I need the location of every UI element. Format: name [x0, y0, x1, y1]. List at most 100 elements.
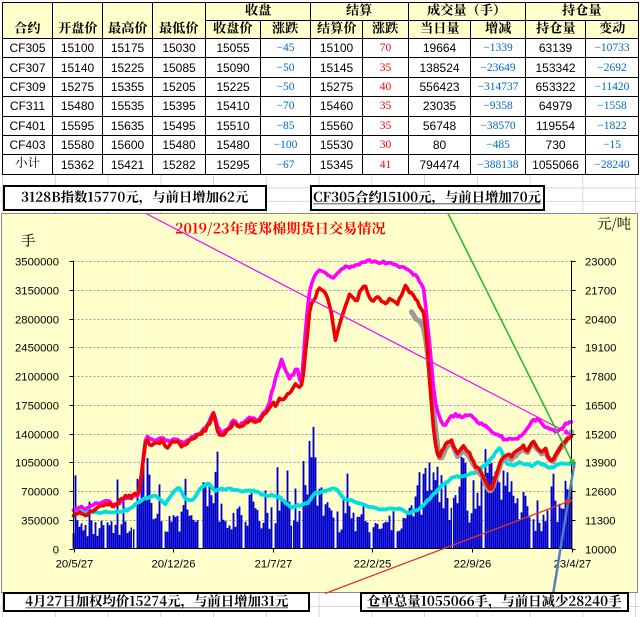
header-close-group[interactable] [204, 2, 312, 21]
cell-close-change[interactable]: −50 [259, 57, 312, 78]
cell-oi-change[interactable]: −1822 [585, 115, 640, 136]
index-info-box[interactable] [3, 185, 267, 211]
header-close-price[interactable] [205, 20, 261, 39]
cell-volume[interactable]: 138524 [408, 57, 472, 78]
cell-settle-change[interactable]: 35 [362, 57, 410, 78]
cell-settle-change[interactable]: 35 [362, 115, 410, 136]
cell-close-change[interactable]: −45 [259, 37, 312, 59]
cell-volume[interactable]: 56748 [408, 115, 472, 136]
cell-low[interactable]: 15030 [152, 37, 206, 59]
cell-volume-change[interactable]: −1339 [470, 37, 527, 59]
cell-settle[interactable]: 15530 [310, 134, 364, 156]
header-oi-group[interactable] [525, 2, 640, 21]
header-contract[interactable] [2, 2, 53, 39]
cell-settle[interactable]: 15460 [310, 96, 364, 117]
header-high[interactable] [102, 2, 153, 39]
cell-high[interactable]: 15355 [102, 76, 153, 98]
cell-high[interactable]: 15535 [102, 96, 153, 117]
header-settle-group[interactable] [310, 2, 410, 21]
cell-oi[interactable]: 63139 [525, 37, 587, 59]
cell-high[interactable]: 15635 [102, 115, 153, 136]
cf305-info-box[interactable] [310, 185, 545, 211]
cell-settle-change[interactable]: 35 [362, 96, 410, 117]
cell-volume[interactable]: 23035 [408, 96, 472, 117]
cell-open[interactable]: 15480 [52, 96, 103, 117]
cell-close-change[interactable]: −70 [259, 96, 312, 117]
header-volume-group[interactable] [408, 2, 527, 21]
cell-open[interactable]: 15275 [52, 76, 103, 98]
cell-settle-change[interactable]: 41 [362, 154, 410, 175]
chart-canvas[interactable]: 0 10000 350000 11300 700000 12600 1050000 13900… [1, 212, 638, 595]
cell-settle[interactable]: 15100 [310, 37, 364, 59]
cell-settle[interactable]: 15345 [310, 154, 364, 175]
cell-low[interactable]: 15395 [152, 96, 206, 117]
cell-volume[interactable]: 794474 [408, 154, 472, 175]
cell-close[interactable]: 15480 [205, 134, 261, 156]
cell-low[interactable]: 15282 [152, 154, 206, 175]
header-low[interactable] [152, 2, 206, 39]
cell-settle-change[interactable]: 40 [362, 76, 410, 98]
weighted-price-info-box[interactable] [3, 592, 310, 612]
cell-settle-change[interactable]: 30 [362, 134, 410, 156]
cell-close-change[interactable]: −50 [259, 76, 312, 98]
header-open[interactable] [52, 2, 103, 39]
cell-close[interactable]: 15295 [205, 154, 261, 175]
header-close-change[interactable] [259, 20, 312, 39]
cell-contract[interactable]: CF309 [2, 76, 53, 98]
header-oi-change[interactable] [585, 20, 640, 39]
header-oi[interactable] [525, 20, 587, 39]
cell-volume-change[interactable]: −314737 [470, 76, 527, 98]
cell-low[interactable]: 15085 [152, 57, 206, 78]
cell-contract[interactable]: CF401 [2, 115, 53, 136]
cell-close[interactable]: 15055 [205, 37, 261, 59]
cell-oi-change[interactable]: −11420 [585, 76, 640, 98]
cell-settle[interactable]: 15560 [310, 115, 364, 136]
cell-settle[interactable]: 15275 [310, 76, 364, 98]
cell-open[interactable]: 15100 [52, 37, 103, 59]
cell-contract[interactable]: CF307 [2, 57, 53, 78]
cell-volume-change[interactable]: −23649 [470, 57, 527, 78]
cell-high[interactable]: 15225 [102, 57, 153, 78]
cell-oi[interactable]: 119554 [525, 115, 587, 136]
cell-oi-change[interactable]: −28240 [585, 154, 640, 175]
cell-oi-change[interactable]: −10733 [585, 37, 640, 59]
cell-open[interactable]: 15362 [52, 154, 103, 175]
cell-open[interactable]: 15580 [52, 134, 103, 156]
cell-oi-change[interactable]: −2692 [585, 57, 640, 78]
cell-close-change[interactable]: −85 [259, 115, 312, 136]
cell-volume-change[interactable]: −388138 [470, 154, 527, 175]
cell-low[interactable]: 15495 [152, 115, 206, 136]
cell-volume[interactable]: 80 [408, 134, 472, 156]
cell-oi[interactable]: 153342 [525, 57, 587, 78]
cell-close[interactable]: 15510 [205, 115, 261, 136]
cell-oi[interactable]: 64979 [525, 96, 587, 117]
cell-contract[interactable]: CF311 [2, 96, 53, 117]
cell-contract[interactable]: CF403 [2, 134, 53, 156]
cell-volume[interactable]: 556423 [408, 76, 472, 98]
cell-open[interactable]: 15595 [52, 115, 103, 136]
cell-oi[interactable]: 1055066 [525, 154, 587, 175]
cell-oi-change[interactable]: −1558 [585, 96, 640, 117]
cell-high[interactable]: 15600 [102, 134, 153, 156]
cell-contract[interactable] [2, 154, 53, 175]
cell-close-change[interactable]: −67 [259, 154, 312, 175]
cell-close-change[interactable]: −100 [259, 134, 312, 156]
cell-settle[interactable]: 15145 [310, 57, 364, 78]
cell-volume-change[interactable]: −38570 [470, 115, 527, 136]
cell-volume-change[interactable]: −485 [470, 134, 527, 156]
cell-close[interactable]: 15410 [205, 96, 261, 117]
header-settle-price[interactable] [310, 20, 364, 39]
cell-low[interactable]: 15480 [152, 134, 206, 156]
cell-settle-change[interactable]: 70 [362, 37, 410, 59]
cell-high[interactable]: 15175 [102, 37, 153, 59]
cell-open[interactable]: 15140 [52, 57, 103, 78]
cell-close[interactable]: 15090 [205, 57, 261, 78]
cell-contract[interactable]: CF305 [2, 37, 53, 59]
header-day-volume[interactable] [408, 20, 472, 39]
receipts-info-box[interactable] [360, 592, 629, 612]
cell-low[interactable]: 15205 [152, 76, 206, 98]
cell-oi-change[interactable]: −15 [585, 134, 640, 156]
cell-high[interactable]: 15421 [102, 154, 153, 175]
cell-volume-change[interactable]: −9358 [470, 96, 527, 117]
cell-oi[interactable]: 653322 [525, 76, 587, 98]
